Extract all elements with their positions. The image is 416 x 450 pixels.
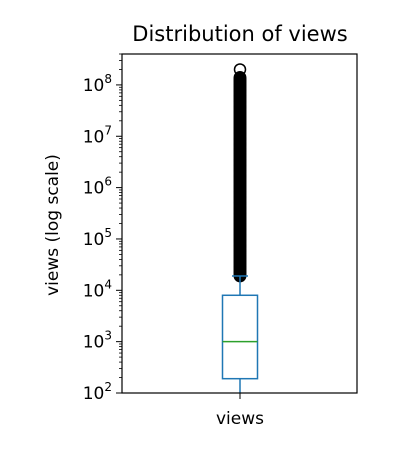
x-axis-tick-label: views xyxy=(216,409,264,429)
y-tick-label: 103 xyxy=(83,329,112,353)
plot-marks xyxy=(221,63,259,393)
y-axis-ticks: 102 103 104 105 106 107 108 xyxy=(83,53,122,404)
outlier-point xyxy=(233,71,247,84)
iqr-box xyxy=(221,294,259,380)
y-tick-label: 104 xyxy=(83,277,112,301)
y-tick-label: 106 xyxy=(83,175,112,199)
chart-title: Distribution of views xyxy=(132,22,347,46)
y-tick-label: 108 xyxy=(83,72,112,96)
y-tick-label: 107 xyxy=(83,123,112,147)
y-axis-label: views (log scale) xyxy=(43,154,63,296)
y-tick-label: 102 xyxy=(83,380,112,404)
y-tick-label: 105 xyxy=(83,226,112,250)
outlier-point-max xyxy=(233,63,247,76)
